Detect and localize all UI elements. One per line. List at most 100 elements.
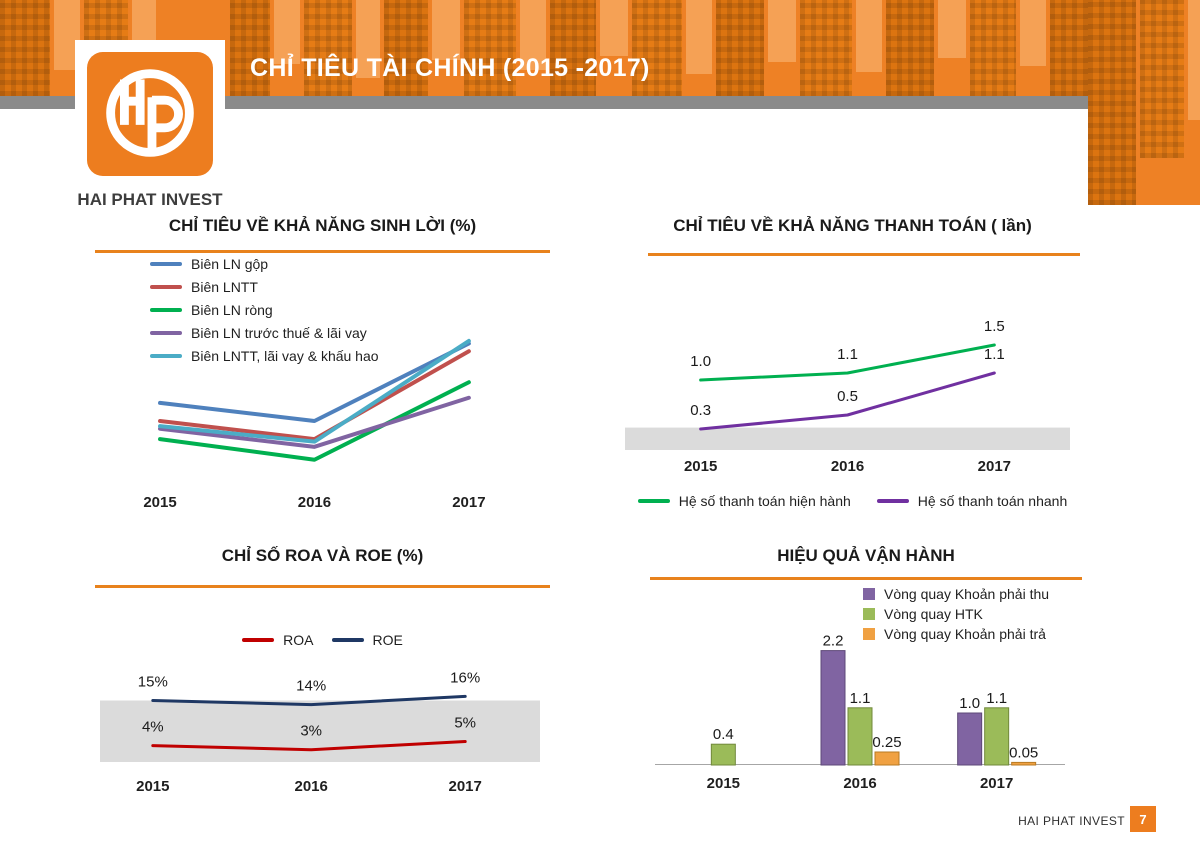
data-label: 1.1 xyxy=(850,690,871,707)
chart-operational-efficiency: HIỆU QUẢ VẬN HÀNH Vòng quay Khoản phải t… xyxy=(650,540,1082,815)
legend-swatch xyxy=(150,354,182,358)
legend-item: Biên LNTT, lãi vay & khấu hao xyxy=(150,348,379,364)
x-axis-label: 2016 xyxy=(830,458,865,475)
chart-canvas: 2.2 1.0 0.4 1.1 1.1 0.25 0.05 xyxy=(655,633,1065,766)
bar xyxy=(820,650,846,766)
title-underline xyxy=(650,577,1082,580)
series-line xyxy=(158,341,471,423)
data-label: 1.0 xyxy=(690,353,711,370)
company-logo xyxy=(75,40,225,188)
legend-label: Vòng quay Khoản phải thu xyxy=(884,586,1050,602)
data-label: 1.1 xyxy=(984,346,1005,363)
x-axis-label: 2015 xyxy=(706,775,741,792)
series-line xyxy=(158,380,471,462)
legend-swatch xyxy=(876,499,909,503)
legend-label: Biên LN gộp xyxy=(191,256,269,272)
x-axis-label: 2017 xyxy=(452,494,486,511)
data-label: 5% xyxy=(454,715,476,732)
bar xyxy=(847,707,873,766)
header-right-block xyxy=(1088,0,1200,205)
legend-label: Vòng quay Khoản phải trả xyxy=(884,626,1046,642)
building-graphic xyxy=(0,0,50,96)
building-graphic xyxy=(886,0,934,96)
chart-plot: 1.0 1.1 1.5 0.3 0.5 1.1 xyxy=(625,310,1070,450)
x-axis-label: 2016 xyxy=(843,775,877,792)
title-underline xyxy=(95,585,550,588)
logo-caption: HAI PHAT INVEST xyxy=(77,190,223,209)
legend-label: ROE xyxy=(372,632,403,648)
legend-label: Vòng quay HTK xyxy=(884,606,983,622)
series-line xyxy=(151,694,467,707)
chart-liquidity: CHỈ TIÊU VỀ KHẢ NĂNG THANH TOÁN ( lần) H… xyxy=(625,210,1080,525)
chart-legend: ROA ROE xyxy=(95,632,550,648)
legend-swatch xyxy=(863,628,875,640)
footer-company: HAI PHAT INVEST xyxy=(1018,814,1125,828)
building-graphic xyxy=(856,0,882,72)
data-label: 0.4 xyxy=(713,726,734,743)
legend-label: ROA xyxy=(283,632,314,648)
building-graphic xyxy=(274,0,300,64)
chart-canvas: 4% 3% 5% 15% 14% 16% xyxy=(100,669,540,762)
legend-item: Vòng quay Khoản phải trả xyxy=(863,626,1049,642)
series-line xyxy=(158,395,471,449)
legend-label: Biên LN trước thuế & lãi vay xyxy=(191,325,367,341)
title-underline xyxy=(648,253,1080,256)
building-graphic xyxy=(600,0,628,56)
page-number-badge: 7 xyxy=(1130,806,1156,832)
data-label: 4% xyxy=(142,719,164,736)
plot-band xyxy=(100,700,540,762)
building-graphic xyxy=(1140,0,1184,158)
building-graphic xyxy=(356,0,380,78)
legend-label: Biên LNTT xyxy=(191,279,258,295)
building-graphic xyxy=(464,0,516,96)
chart-title: CHỈ TIÊU VỀ KHẢ NĂNG SINH LỜI (%) xyxy=(168,216,477,235)
x-axis: 2015 2016 2017 xyxy=(100,778,540,798)
chart-roa-roe: CHỈ SỐ ROA VÀ ROE (%) ROA ROE 4% 3% 5% 15% 14… xyxy=(95,540,550,815)
legend-swatch xyxy=(150,285,182,289)
chart-plot xyxy=(110,328,545,483)
bar xyxy=(984,707,1010,766)
building-graphic xyxy=(768,0,796,62)
x-axis: 2015 2016 2017 xyxy=(625,458,1070,478)
bar xyxy=(957,712,983,766)
series-line xyxy=(151,740,467,752)
x-axis: 2015 2016 2017 xyxy=(655,775,1065,795)
legend-swatch xyxy=(863,608,875,620)
legend-label: Hệ số thanh toán hiện hành xyxy=(678,493,851,509)
series-line xyxy=(699,343,996,382)
data-label: 0.25 xyxy=(872,734,901,751)
legend-swatch xyxy=(331,638,364,642)
chart-title: CHỈ TIÊU VỀ KHẢ NĂNG THANH TOÁN ( lần) xyxy=(673,216,1032,235)
hp-logo-icon xyxy=(87,52,213,176)
chart-canvas xyxy=(158,338,471,462)
legend-swatch xyxy=(150,308,182,312)
x-axis-label: 2015 xyxy=(683,458,718,475)
building-graphic xyxy=(550,0,596,96)
x-axis-label: 2017 xyxy=(977,458,1012,475)
legend-swatch xyxy=(637,499,670,503)
legend-swatch xyxy=(863,588,875,600)
chart-legend: Biên LN gộp Biên LNTT Biên LN ròng Biên LN … xyxy=(150,256,379,364)
building-graphic xyxy=(304,0,352,96)
bar xyxy=(710,743,736,766)
building-graphic xyxy=(1020,0,1046,66)
data-label: 2.2 xyxy=(823,633,844,650)
legend-item: ROE xyxy=(331,632,403,648)
legend-item: Biên LN trước thuế & lãi vay xyxy=(150,325,379,341)
series-line xyxy=(699,371,996,431)
bar xyxy=(1011,761,1037,766)
x-axis-label: 2015 xyxy=(136,778,170,795)
chart-profitability: CHỈ TIÊU VỀ KHẢ NĂNG SINH LỜI (%) Biên L… xyxy=(95,210,550,532)
data-label: 0.3 xyxy=(690,402,711,419)
data-label: 1.1 xyxy=(837,346,858,363)
header-gray-strip xyxy=(0,96,1200,109)
data-label: 1.0 xyxy=(959,695,980,712)
building-graphic xyxy=(432,0,460,60)
legend-label: Biên LN ròng xyxy=(191,302,273,318)
building-graphic xyxy=(1088,0,1136,205)
title-underline xyxy=(95,250,550,253)
chart-plot: 4% 3% 5% 15% 14% 16% xyxy=(100,669,540,762)
legend-item: Hệ số thanh toán nhanh xyxy=(876,493,1067,509)
building-graphic xyxy=(520,0,546,70)
x-axis-label: 2016 xyxy=(294,778,328,795)
